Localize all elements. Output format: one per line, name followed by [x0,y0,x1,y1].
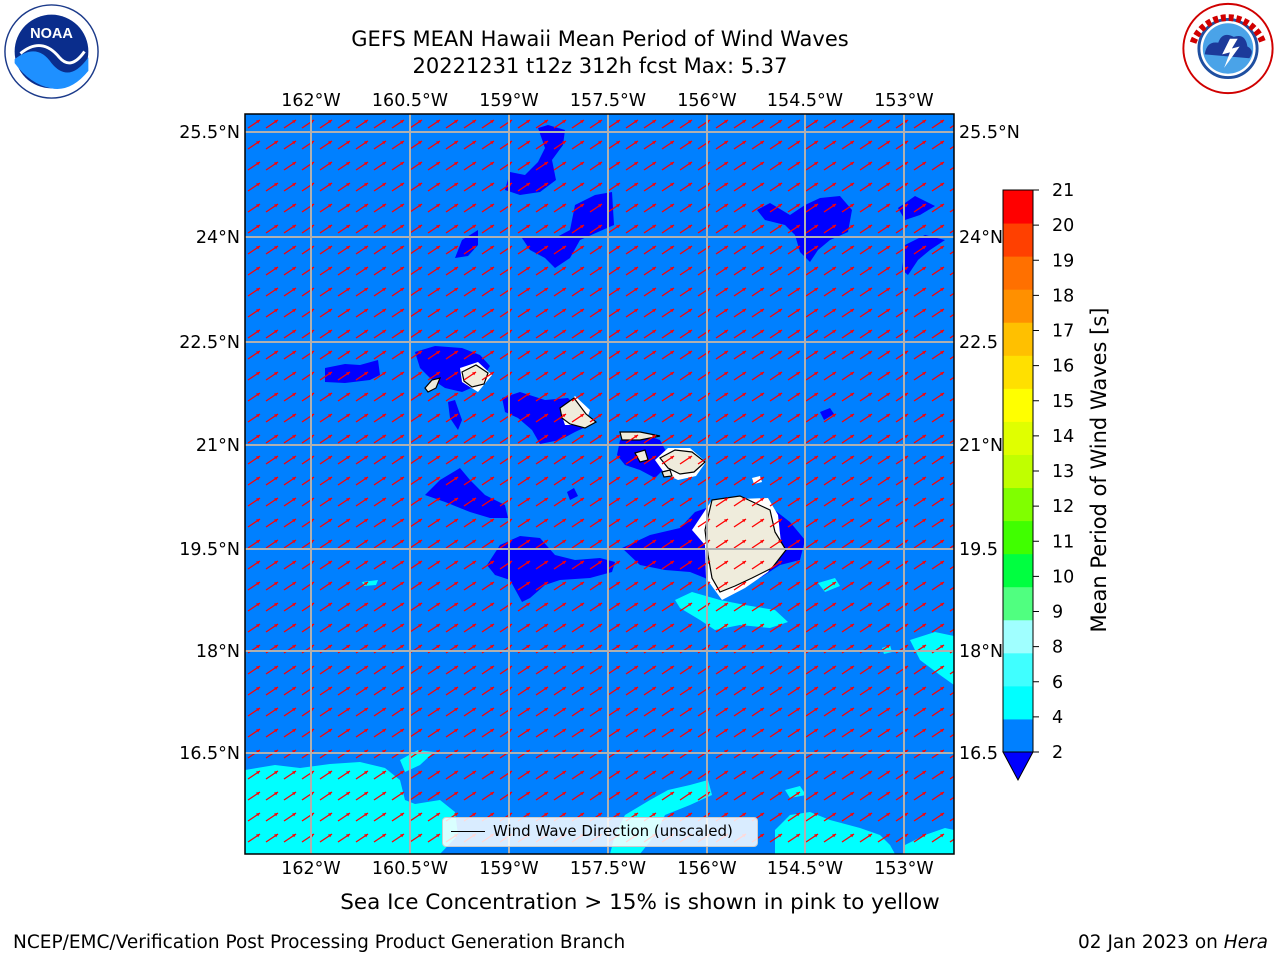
graticule [245,114,954,854]
lon-tick-label: 156°W [677,91,736,111]
lat-tick-label: 21°N [959,436,1003,456]
lat-tick-label: 25.5°N [959,123,1020,143]
lat-tick-label: 18°N [196,642,240,662]
lat-tick-label: 18°N [959,642,1003,662]
colorbar-tick-label: 2 [1052,743,1063,763]
map-area [245,114,954,854]
lon-tick-label: 160.5°W [372,859,448,879]
map-subtitle: 20221231 t12z 312h fcst Max: 5.37 [412,54,788,78]
colorbar-tick-label: 16 [1052,357,1074,377]
legend-label: Wind Wave Direction (unscaled) [493,822,733,840]
colorbar-segment [1003,652,1033,687]
lon-tick-label: 153°W [874,859,933,879]
colorbar-tick-label: 10 [1052,567,1074,587]
lon-tick-label: 160.5°W [372,91,448,111]
colorbar-segment [1003,454,1033,489]
lat-tick-label: 22.5°N [179,333,240,353]
lon-tick-label: 154.5°W [767,91,843,111]
colorbar-tick-label: 12 [1052,497,1074,517]
lon-tick-label: 156°W [677,859,736,879]
colorbar-segments [1002,189,1034,782]
colorbar-tick-label: 14 [1052,427,1074,447]
colorbar-segment [1003,256,1033,290]
lat-tick-label: 19.5°N [179,540,240,560]
colorbar-segment [1003,520,1033,555]
colorbar-tick-label: 4 [1052,708,1063,728]
colorbar-segment [1003,487,1033,522]
sea-ice-note: Sea Ice Concentration > 15% is shown in … [340,890,940,915]
map-frame [244,113,955,855]
noaa-logo: NOAA [4,4,99,99]
colorbar-segment [1003,388,1033,422]
svg-text:NOAA: NOAA [30,26,73,42]
colorbar-ticks: 21 20 19 18 17 16 15 14 13 12 11 10 9 8 6 4 2 [1033,181,1074,763]
colorbar-segment [1003,685,1033,720]
lat-tick-label: 19.5 [959,540,998,560]
colorbar-segment [1003,355,1033,389]
lon-tick-label: 159°W [479,859,538,879]
legend-line-sample [451,831,485,832]
lat-tick-label: 24°N [196,228,240,248]
colorbar-tick-label: 18 [1052,286,1074,306]
lon-ticks-top: 162°W 160.5°W 159°W 157.5°W 156°W 154.5°… [281,91,933,111]
nws-logo [1182,2,1274,95]
host-name: Hera [1223,932,1268,953]
lon-tick-label: 162°W [281,91,340,111]
wind-arrows-overlay [245,114,954,854]
colorbar-segment [1003,421,1033,455]
lon-tick-label: 157.5°W [570,859,646,879]
lat-ticks-left: 25.5°N 24°N 22.5°N 21°N 19.5°N 18°N 16.5… [179,123,240,764]
map-legend: Wind Wave Direction (unscaled) [442,817,758,847]
colorbar-tick-label: 9 [1052,603,1063,623]
lat-tick-label: 16.5°N [179,744,240,764]
lat-tick-label: 21°N [196,436,240,456]
colorbar-tick-label: 20 [1052,216,1074,236]
colorbar-segment [1003,553,1033,588]
colorbar-tick-label: 8 [1052,638,1063,658]
colorbar-segment [1003,322,1033,356]
colorbar-underflow-triangle [1002,751,1034,782]
lat-tick-label: 24°N [959,228,1003,248]
lat-tick-label: 16.5 [959,744,998,764]
run-date-credit: 02 Jan 2023 on Hera [1078,932,1268,953]
colorbar-tick-label: 11 [1052,532,1074,552]
lon-tick-label: 153°W [874,91,933,111]
colorbar-segment [1003,718,1033,753]
lon-tick-label: 157.5°W [570,91,646,111]
colorbar-tick-label: 19 [1052,251,1074,271]
colorbar: 21 20 19 18 17 16 15 14 13 12 11 10 9 8 6 4 2 Mean Perio… [1002,181,1111,782]
lat-tick-label: 22.5 [959,333,998,353]
map-title: GEFS MEAN Hawaii Mean Period of Wind Wav… [351,27,849,51]
colorbar-segment [1003,190,1033,224]
lon-tick-label: 159°W [479,91,538,111]
colorbar-tick-label: 17 [1052,322,1074,342]
colorbar-tick-label: 6 [1052,673,1063,693]
colorbar-segment [1003,619,1033,654]
lat-tick-label: 25.5°N [179,123,240,143]
colorbar-segment [1003,289,1033,323]
colorbar-label: Mean Period of Wind Waves [s] [1087,308,1111,633]
colorbar-tick-label: 15 [1052,392,1074,412]
lon-ticks-bottom: 162°W 160.5°W 159°W 157.5°W 156°W 154.5°… [281,859,933,879]
lon-tick-label: 154.5°W [767,859,843,879]
lat-ticks-right: 25.5°N 24°N 22.5 21°N 19.5 18°N 16.5 [959,123,1020,764]
producer-credit: NCEP/EMC/Verification Post Processing Pr… [13,932,626,953]
run-date: 02 Jan 2023 on [1078,932,1218,953]
colorbar-tick-label: 21 [1052,181,1074,201]
lon-tick-label: 162°W [281,859,340,879]
colorbar-segment [1003,223,1033,257]
colorbar-tick-label: 13 [1052,462,1074,482]
colorbar-segment [1003,586,1033,621]
